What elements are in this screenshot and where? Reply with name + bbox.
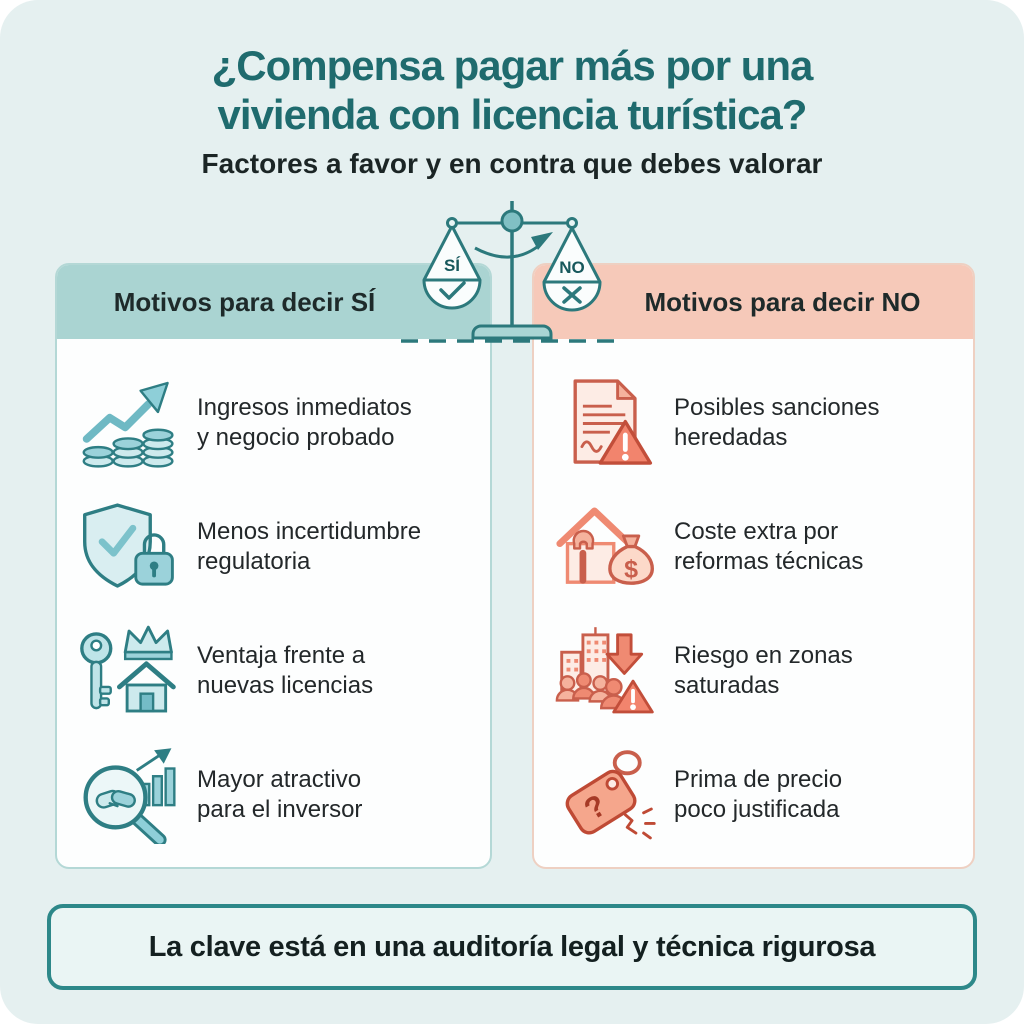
list-item: $ Coste extra por reformas técnicas (552, 485, 967, 609)
balance-scale-icon: SÍ NO (395, 192, 629, 352)
footer-text: La clave está en una auditoría legal y t… (148, 930, 876, 963)
item-label: Ingresos inmediatos y negocio probado (197, 393, 412, 451)
crowd-decline-icon (552, 621, 662, 721)
dollar-glyph: $ (624, 555, 638, 583)
magnifier-handshake-icon (75, 745, 185, 845)
page-subtitle: Factores a favor y en contra que debes v… (201, 148, 823, 179)
item-label: Prima de precio poco justificada (674, 765, 843, 823)
no-card: Motivos para decir NO (532, 263, 975, 869)
item-label: Coste extra por reformas técnicas (674, 517, 864, 575)
scale-no-label: NO (559, 258, 585, 277)
growth-coins-icon (75, 373, 185, 473)
house-repair-cost-icon: $ (552, 497, 662, 597)
item-label: Posibles sanciones heredadas (674, 393, 880, 451)
page-title: ¿Compensa pagar más por una vivienda con… (211, 42, 814, 138)
item-label: Riesgo en zonas saturadas (674, 641, 853, 699)
price-tag-question-icon: ? (552, 745, 662, 845)
scale-yes-label: SÍ (444, 256, 461, 275)
list-item: Mayor atractivo para el inversor (75, 733, 484, 857)
list-item: Posibles sanciones heredadas (552, 361, 967, 485)
list-item: ? Prima de precio poco justificada (552, 733, 967, 857)
list-item: Ingresos inmediatos y negocio probado (75, 361, 484, 485)
list-item: Ventaja frente a nuevas licencias (75, 609, 484, 733)
document-warning-icon (552, 373, 662, 473)
item-label: Menos incertidumbre regulatoria (197, 517, 422, 575)
item-label: Ventaja frente a nuevas licencias (197, 641, 374, 699)
yes-card: Motivos para decir SÍ (55, 263, 492, 869)
shield-lock-icon (75, 497, 185, 597)
no-items: Posibles sanciones heredadas $ Coste ext… (534, 339, 973, 857)
key-crown-house-icon (75, 621, 185, 721)
yes-card-header: Motivos para decir SÍ (57, 265, 490, 339)
list-item: Menos incertidumbre regulatoria (75, 485, 484, 609)
list-item: Riesgo en zonas saturadas (552, 609, 967, 733)
item-label: Mayor atractivo para el inversor (197, 765, 363, 823)
no-card-header: Motivos para decir NO (534, 265, 973, 339)
yes-items: Ingresos inmediatos y negocio probado Me… (57, 339, 490, 857)
footer-banner: La clave está en una auditoría legal y t… (47, 904, 977, 990)
